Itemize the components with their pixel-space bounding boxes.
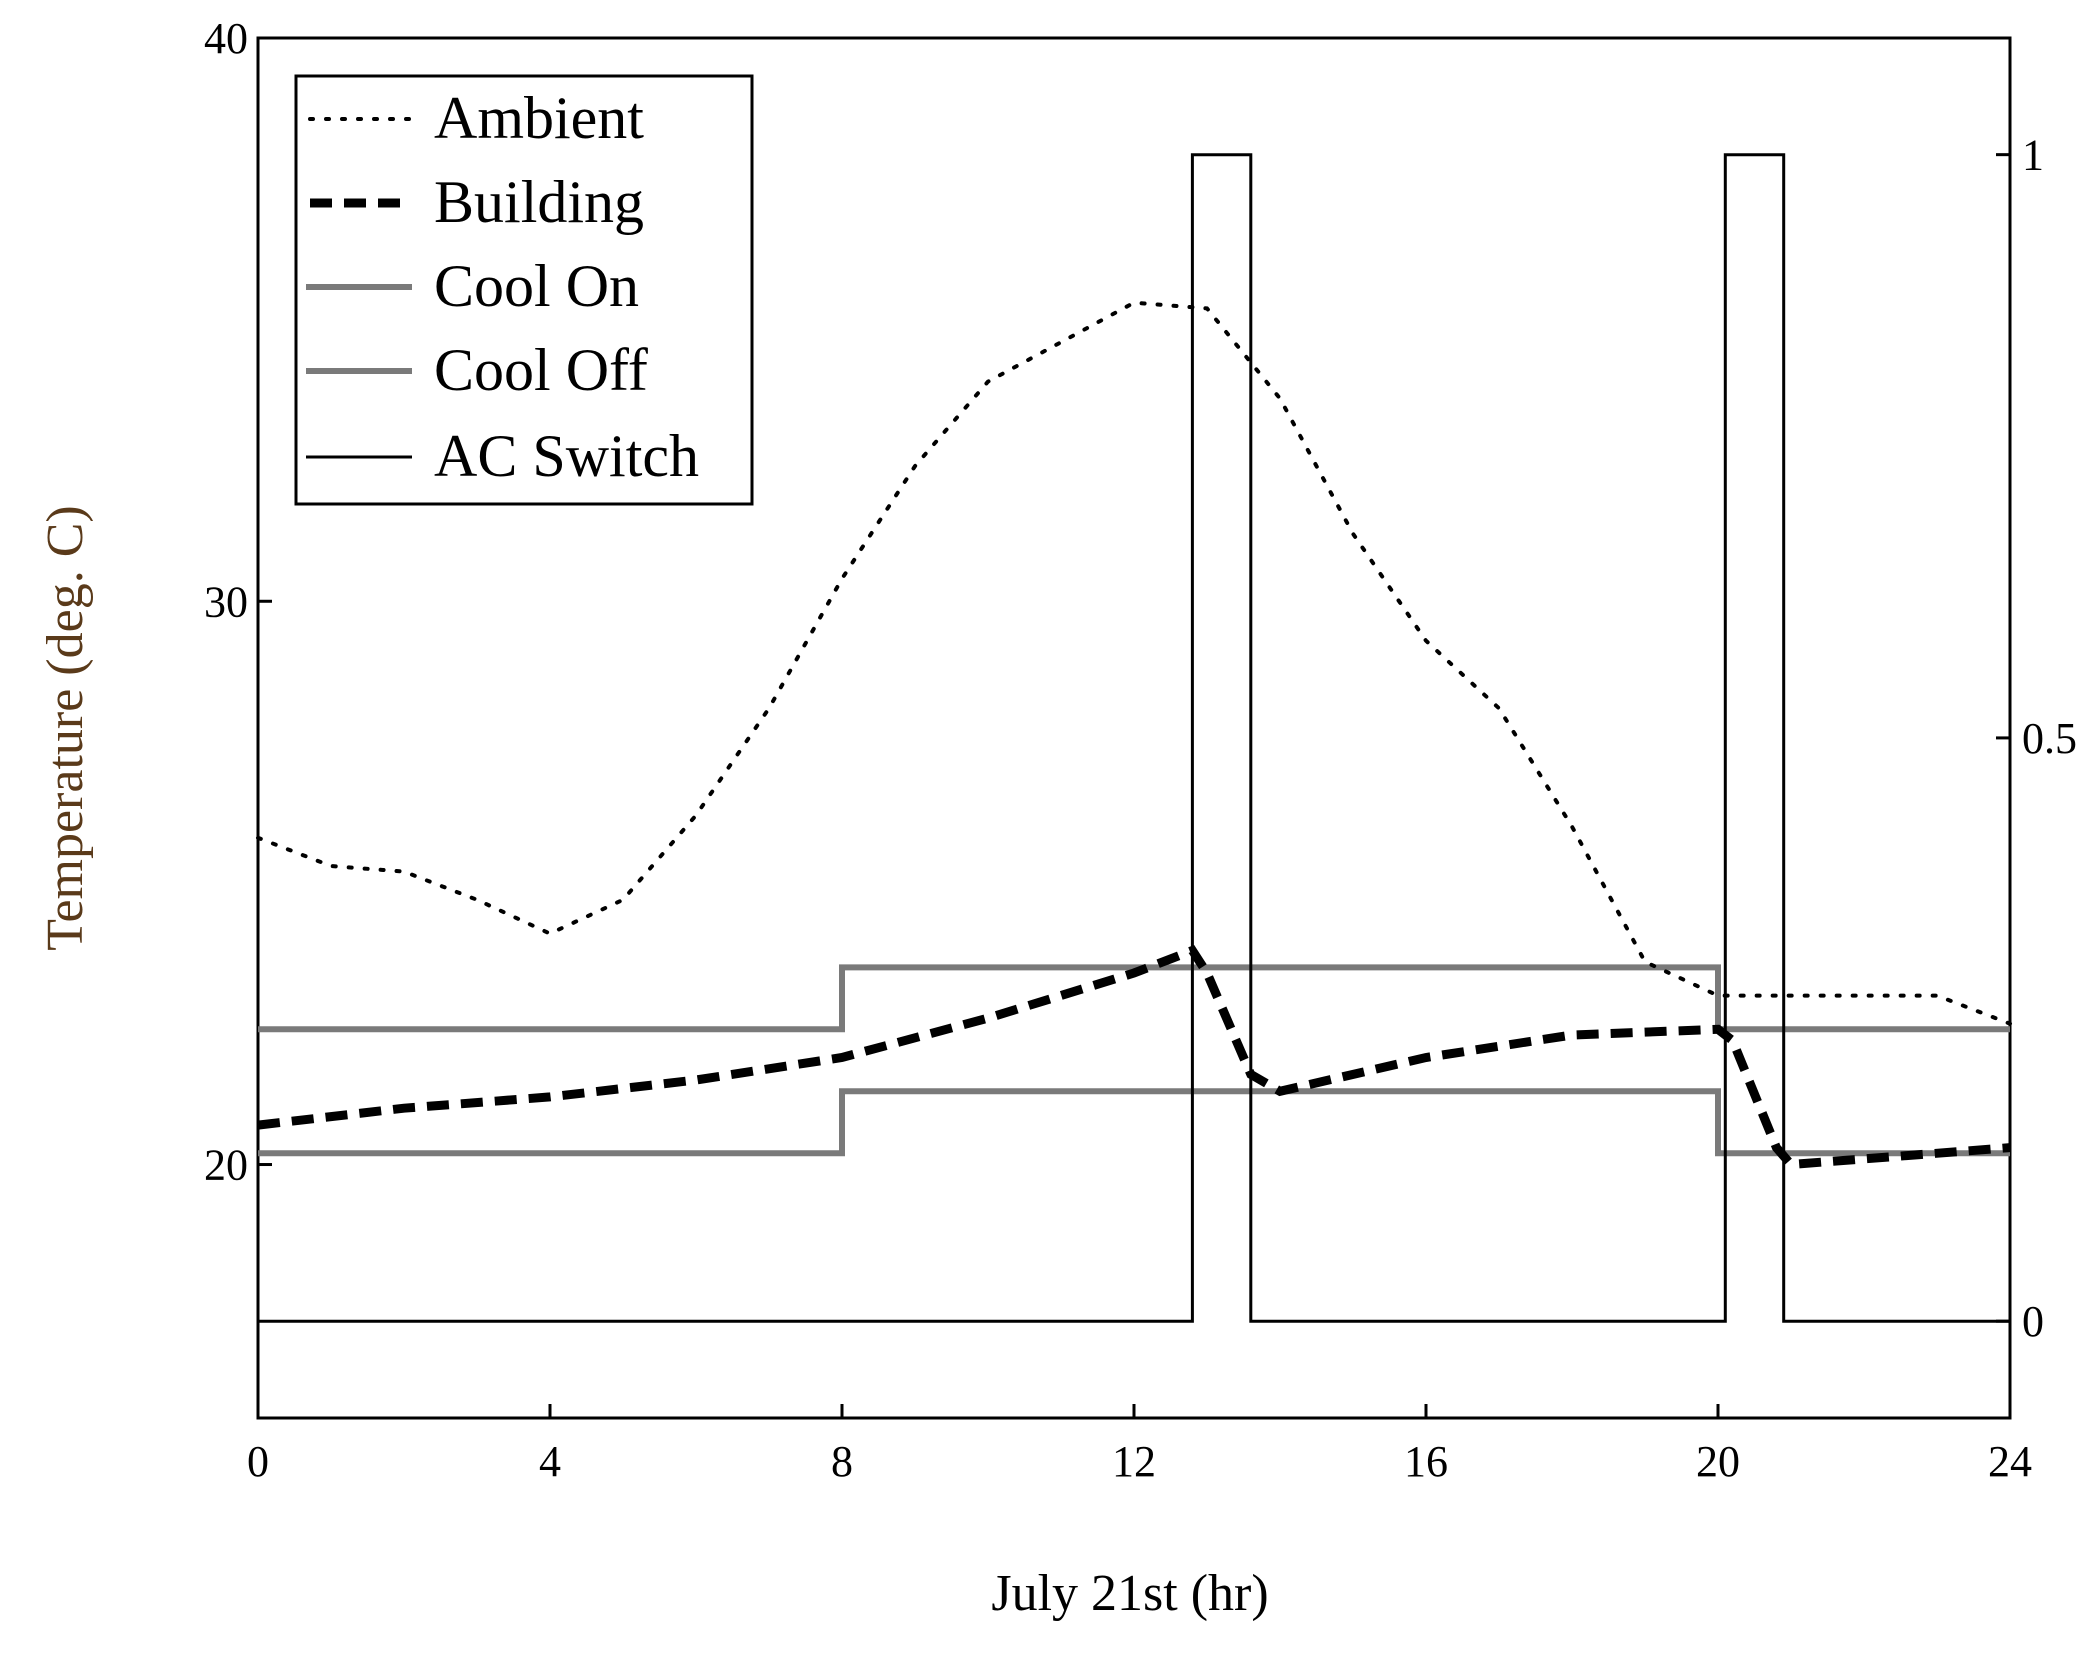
- y-tick-label: 20: [204, 1141, 248, 1190]
- y-axis-label: Temperature (deg. C): [37, 505, 94, 950]
- legend-label-ac-switch: AC Switch: [434, 423, 699, 489]
- x-tick-label: 0: [247, 1437, 269, 1486]
- series-line-ac-switch: [258, 153, 2010, 1323]
- series-line-cool-off: [258, 1088, 2010, 1157]
- x-axis-label: July 21st (hr): [991, 1565, 1268, 1622]
- legend: Ambient Building Cool On Cool Off AC Swi…: [294, 74, 754, 506]
- y2-tick-label: 0: [2022, 1297, 2044, 1346]
- x-ticks: 0 4 8 12 16 20 24: [247, 1404, 2032, 1486]
- legend-box: [294, 74, 754, 506]
- x-tick-label: 4: [539, 1437, 561, 1486]
- series-layer: [256, 153, 2012, 1323]
- x-tick-label: 12: [1112, 1437, 1156, 1486]
- x-tick-label: 24: [1988, 1437, 2032, 1486]
- series-line-building: [257, 944, 2011, 1170]
- legend-label-ambient: Ambient: [434, 85, 644, 151]
- series-line-cool-on: [258, 964, 2010, 1033]
- y-tick-label: 30: [204, 577, 248, 626]
- x-tick-label: 8: [831, 1437, 853, 1486]
- legend-label-cool-on: Cool On: [434, 253, 639, 319]
- y2-tick-label: 1: [2022, 131, 2044, 180]
- x-tick-label: 20: [1696, 1437, 1740, 1486]
- y-ticks: 20 30 40: [204, 14, 272, 1190]
- y2-ticks: 00.51: [1996, 131, 2077, 1346]
- legend-label-building: Building: [434, 169, 644, 235]
- legend-label-cool-off: Cool Off: [434, 337, 648, 403]
- x-tick-label: 16: [1404, 1437, 1448, 1486]
- y-tick-label: 40: [204, 14, 248, 63]
- y2-tick-label: 0.5: [2022, 714, 2077, 763]
